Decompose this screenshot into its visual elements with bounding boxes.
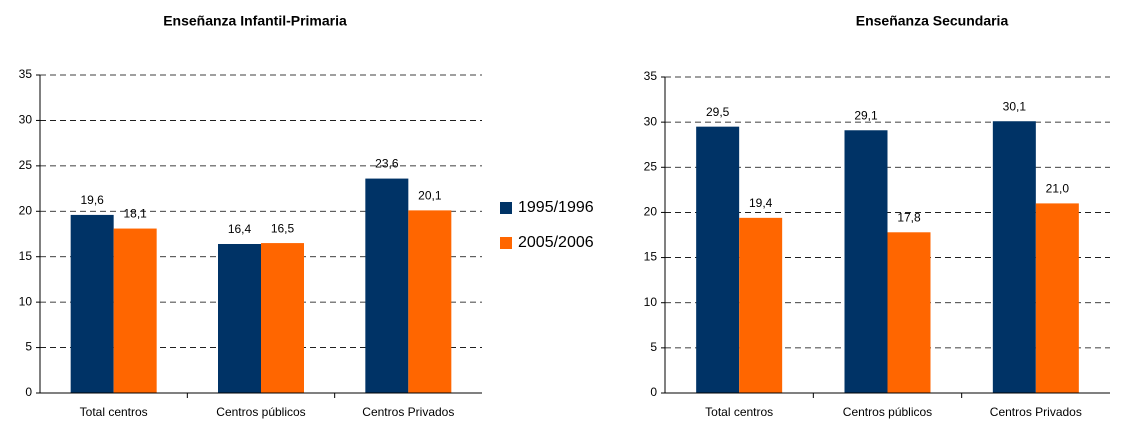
bar [844,130,888,394]
data-label: 20,1 [418,189,442,203]
y-tick-label: 25 [19,158,33,172]
bar [408,210,452,393]
y-tick-label: 35 [644,69,658,83]
y-tick-label: 30 [644,114,658,128]
y-tick-label: 35 [19,67,33,81]
bar [218,243,261,393]
data-label: 16,4 [228,222,252,236]
bar [1035,203,1079,393]
y-tick-label: 15 [644,250,658,264]
y-tick-label: 15 [19,249,33,263]
bar [113,228,157,393]
bar [261,243,304,393]
legend-label: 2005/2006 [518,234,594,251]
y-tick-label: 20 [644,205,658,219]
x-tick-label: Centros públicos [843,405,932,419]
x-tick-label: Centros Privados [990,405,1082,419]
chart-title: Enseñanza Infantil-Primaria [163,13,347,29]
data-label: 19,6 [80,193,104,207]
x-tick-label: Centros Privados [362,405,454,419]
bar [365,178,409,393]
data-label: 18,1 [123,207,147,221]
x-tick-label: Total centros [705,405,773,419]
data-label: 16,5 [271,221,295,235]
data-label: 23,6 [375,157,399,171]
y-tick-label: 25 [644,159,658,173]
bar [696,126,740,394]
data-label: 17,8 [897,210,921,224]
bar [70,214,114,393]
x-tick-label: Centros públicos [216,405,305,419]
y-tick-label: 5 [650,340,657,354]
data-label: 19,4 [749,196,773,210]
legend-swatch [500,202,512,214]
y-tick-label: 10 [644,295,658,309]
y-tick-label: 5 [25,340,32,354]
bar [992,121,1036,394]
bar [739,217,783,393]
data-label: 30,1 [1003,99,1027,113]
legend-label: 1995/1996 [518,199,594,216]
y-tick-label: 20 [19,203,33,217]
y-tick-label: 0 [25,385,32,399]
y-tick-label: 30 [19,113,33,127]
data-label: 29,5 [706,105,730,119]
data-label: 21,0 [1046,182,1070,196]
y-tick-label: 0 [650,385,657,399]
y-tick-label: 10 [19,294,33,308]
bar [887,232,931,393]
data-label: 29,1 [854,108,878,122]
legend-swatch [500,237,512,249]
chart-title: Enseñanza Secundaria [856,13,1009,29]
x-tick-label: Total centros [80,405,148,419]
